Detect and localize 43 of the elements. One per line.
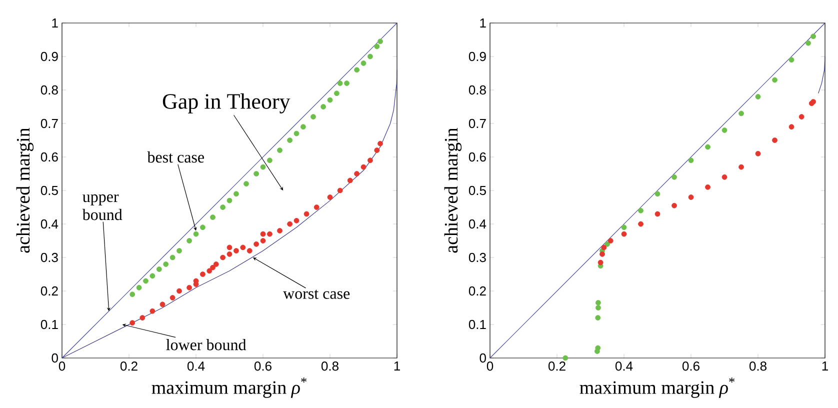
y-tick-label: 1 — [52, 18, 58, 28]
y-tick-label: 0.5 — [468, 186, 486, 196]
y-tick-label: 0.6 — [468, 152, 486, 162]
annotation: worst case — [283, 290, 350, 299]
x-axis-title: maximum margin ρ$^{*}$ — [580, 378, 735, 398]
y-tick-label: 0.7 — [468, 118, 486, 128]
x-tick-label: 0 — [58, 362, 66, 371]
y-tick-label: 0.9 — [468, 52, 486, 62]
y-tick-label: 0.4 — [40, 219, 58, 229]
y-tick-label: 0 — [480, 353, 486, 363]
y-tick-label: 0.4 — [468, 219, 486, 229]
x-tick-label: 1 — [394, 362, 400, 370]
x-tick-label: 0.2 — [548, 362, 566, 371]
x-tick-label: 0.6 — [254, 362, 272, 371]
x-tick-label: 0.8 — [749, 362, 766, 371]
y-tick-label: 0.3 — [40, 252, 58, 262]
x-tick-label: 1 — [822, 362, 828, 370]
y-tick-label: 1 — [480, 18, 486, 28]
x-tick-label: 0.4 — [187, 362, 205, 371]
x-tick-label: 0 — [486, 362, 494, 371]
y-tick-label: 0.2 — [40, 286, 58, 296]
x-axis-title: maximum margin ρ$^{*}$ — [152, 378, 307, 398]
y-tick-label: 0.1 — [468, 320, 486, 330]
y-tick-label: 0.2 — [468, 286, 486, 296]
y-tick-label: 0.6 — [40, 152, 58, 162]
y-tick-label: 0.1 — [40, 320, 58, 330]
x-tick-label: 0.6 — [682, 362, 700, 371]
x-tick-label: 0.2 — [120, 362, 138, 371]
annotation: lower bound — [166, 338, 246, 350]
annotation: Gap in Theory — [162, 93, 290, 114]
y-tick-label: 0 — [52, 353, 58, 363]
y-tick-label: 0.8 — [468, 85, 486, 95]
y-tick-label: 0.3 — [468, 252, 486, 262]
y-axis-title: achieved margin — [16, 128, 34, 253]
x-tick-label: 0.8 — [321, 362, 338, 371]
y-tick-label: 0.8 — [40, 85, 58, 95]
y-tick-label: 0.9 — [40, 52, 58, 62]
y-axis-title: achieved margin — [444, 128, 462, 253]
x-tick-label: 0.4 — [615, 362, 633, 371]
y-tick-label: 0.5 — [40, 186, 58, 196]
y-tick-label: 0.7 — [40, 118, 58, 128]
annotation: upper bound — [82, 194, 122, 220]
annotation: best case — [147, 151, 204, 163]
